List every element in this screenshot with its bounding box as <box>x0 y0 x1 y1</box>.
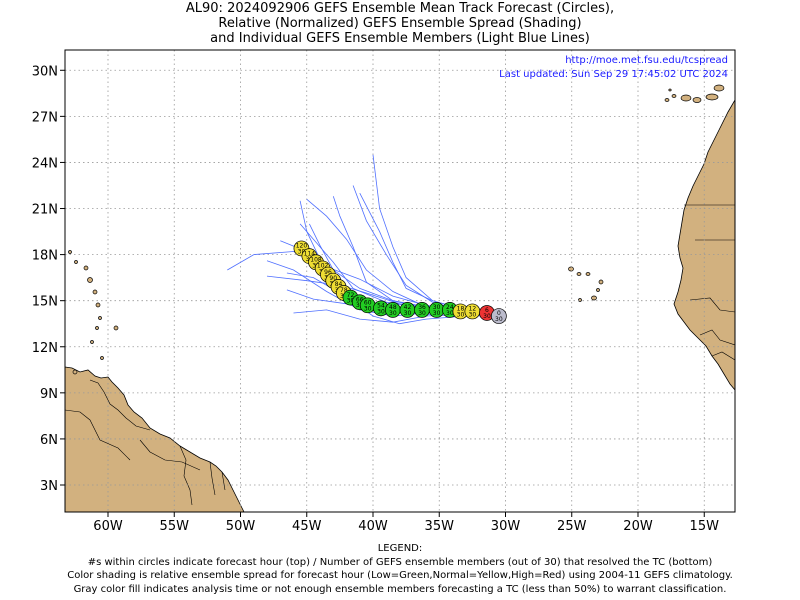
forecast-circle: 630 <box>479 305 495 321</box>
forecast-hour: 12 <box>469 306 477 313</box>
member-count: 30 <box>483 313 491 320</box>
member-count: 30 <box>418 310 426 317</box>
forecast-hour: 114 <box>304 250 316 257</box>
forecast-hour: 6 <box>485 307 489 314</box>
forecast-circle: 030 <box>491 308 507 324</box>
legend-line-2: Color shading is relative ensemble sprea… <box>67 570 733 581</box>
forecast-hour: 78 <box>340 287 348 294</box>
forecast-hour: 36 <box>418 304 426 311</box>
lat-label: 3N <box>40 479 58 494</box>
forecast-hour: 72 <box>347 292 355 299</box>
member-count: 30 <box>404 310 412 317</box>
canary-islands <box>664 84 725 103</box>
lat-label: 27N <box>32 110 58 125</box>
lat-label: 18N <box>32 249 58 264</box>
forecast-hour: 84 <box>335 281 343 288</box>
border-line <box>221 471 226 491</box>
lat-label: 6N <box>40 433 58 448</box>
source-url[interactable]: http://moe.met.fsu.edu/tcspread <box>565 55 728 66</box>
forecast-hour: 66 <box>356 296 364 303</box>
title-line-1: AL90: 2024092906 GEFS Ensemble Mean Trac… <box>185 1 615 16</box>
member-count: 30 <box>433 310 441 317</box>
lon-label: 15W <box>690 519 720 534</box>
forecast-circle-fill <box>491 308 507 324</box>
lat-label: 15N <box>32 295 58 310</box>
forecast-hour: 42 <box>404 304 412 311</box>
forecast-hour: 18 <box>457 306 465 313</box>
title-line-2: Relative (Normalized) GEFS Ensemble Spre… <box>218 16 582 31</box>
lon-label: 55W <box>160 519 190 534</box>
member-count: 30 <box>377 308 385 315</box>
lon-label: 40W <box>358 519 388 534</box>
forecast-hour: 108 <box>310 256 322 263</box>
border-line <box>65 409 131 461</box>
legend-line-1: #s within circles indicate forecast hour… <box>87 557 713 568</box>
lesser-antilles <box>68 250 119 375</box>
lat-label: 12N <box>32 341 58 356</box>
border-line <box>89 379 151 431</box>
legend-line-3: Gray color fill indicates analysis time … <box>73 584 727 595</box>
lon-label: 30W <box>491 519 521 534</box>
forecast-hour: 30 <box>433 304 441 311</box>
mean-track-circles: 1203011430108301023096309030843078307230… <box>293 240 507 324</box>
member-count: 30 <box>356 302 364 309</box>
forecast-hour: 60 <box>364 299 372 306</box>
member-count: 30 <box>364 305 372 312</box>
forecast-hour: 54 <box>377 303 385 310</box>
cape-verde-islands <box>568 266 604 302</box>
lon-label: 50W <box>226 519 256 534</box>
forecast-hour: 96 <box>324 269 332 276</box>
ocean-background <box>65 50 735 512</box>
border-line <box>699 329 735 346</box>
latitude-labels: 30N 27N 24N 21N 18N 15N 12N 9N 6N 3N <box>32 64 65 494</box>
lon-label: 25W <box>557 519 587 534</box>
border-line <box>689 297 735 313</box>
lon-label: 35W <box>425 519 455 534</box>
plot-frame <box>64 49 736 513</box>
forecast-hour: 102 <box>317 263 329 270</box>
lat-label: 9N <box>40 387 58 402</box>
lon-label: 45W <box>292 519 322 534</box>
border-line <box>209 461 216 496</box>
member-count: 30 <box>389 310 397 317</box>
forecast-hour: 120 <box>296 243 308 250</box>
border-line <box>179 445 193 506</box>
forecast-hour: 24 <box>446 304 454 311</box>
member-count: 30 <box>495 316 503 323</box>
legend-heading: LEGEND: <box>377 543 423 554</box>
forecast-hour: 0 <box>497 310 501 317</box>
lat-label: 24N <box>32 156 58 171</box>
member-count: 30 <box>457 311 465 318</box>
border-line <box>139 439 201 471</box>
lon-label: 60W <box>93 519 123 534</box>
member-count: 30 <box>446 310 454 317</box>
graticule <box>65 50 735 512</box>
last-updated: Last updated: Sun Sep 29 17:45:02 UTC 20… <box>499 69 728 80</box>
longitude-labels: 60W 55W 50W 45W 40W 35W 30W 25W 20W 15W <box>93 512 719 534</box>
member-count: 30 <box>298 248 306 255</box>
lat-label: 30N <box>32 64 58 79</box>
lat-label: 21N <box>32 203 58 218</box>
border-line <box>711 351 735 361</box>
member-count: 30 <box>347 298 355 305</box>
lon-label: 20W <box>623 519 653 534</box>
forecast-hour: 90 <box>329 275 337 282</box>
title-line-3: and Individual GEFS Ensemble Members (Li… <box>210 31 590 46</box>
forecast-hour: 48 <box>389 304 397 311</box>
member-count: 30 <box>469 311 477 318</box>
